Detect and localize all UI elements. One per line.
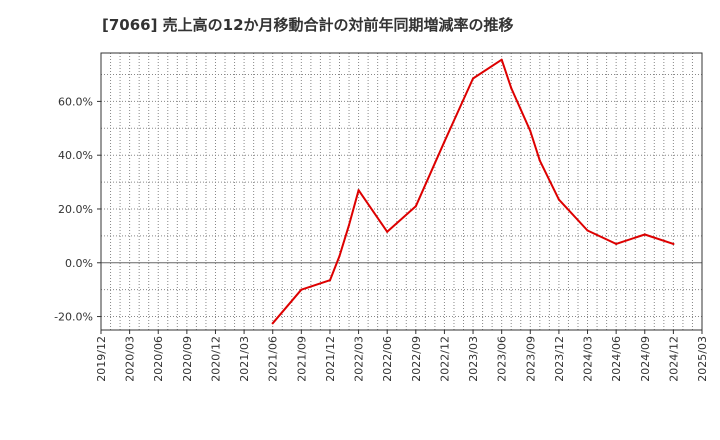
x-tick-label: 2020/09 xyxy=(181,336,194,382)
data-point xyxy=(472,77,475,80)
data-point xyxy=(386,230,389,233)
x-axis-ticks xyxy=(100,330,703,334)
data-point xyxy=(500,58,503,61)
x-tick-label: 2022/06 xyxy=(381,336,394,382)
x-tick-label: 2022/12 xyxy=(438,336,451,382)
x-tick-label: 2020/03 xyxy=(124,336,137,382)
x-tick-label: 2023/12 xyxy=(553,336,566,382)
x-tick-label: 2023/03 xyxy=(467,336,480,382)
data-point xyxy=(615,242,618,245)
x-tick-label: 2020/06 xyxy=(152,336,165,382)
x-tick-label: 2021/12 xyxy=(324,336,337,382)
data-point xyxy=(557,198,560,201)
x-tick-label: 2025/03 xyxy=(696,336,709,382)
y-tick-label: -20.0% xyxy=(54,311,93,324)
y-tick-label: 20.0% xyxy=(58,203,93,216)
x-tick-label: 2024/12 xyxy=(667,336,680,382)
data-point xyxy=(414,205,417,208)
data-point xyxy=(672,242,675,245)
data-point xyxy=(443,140,446,143)
data-point xyxy=(529,129,532,132)
y-axis-ticks xyxy=(97,100,101,318)
x-tick-label: 2024/03 xyxy=(582,336,595,382)
data-point xyxy=(328,279,331,282)
chart-title: [7066] 売上高の12か月移動合計の対前年同期増減率の推移 xyxy=(102,16,514,34)
x-tick-label: 2023/09 xyxy=(524,336,537,382)
y-tick-label: 60.0% xyxy=(58,95,93,108)
plot-frame xyxy=(100,52,703,331)
x-gridlines xyxy=(110,53,693,330)
data-point xyxy=(271,322,274,325)
data-point xyxy=(338,255,341,258)
x-tick-label: 2020/12 xyxy=(209,336,222,382)
data-point xyxy=(357,189,360,192)
y-axis-labels: -20.0% 0.0% 20.0% 40.0% 60.0% xyxy=(54,95,93,323)
x-axis-labels: 2019/12 2020/03 2020/06 2020/09 2020/12 2021/… xyxy=(95,336,709,382)
x-tick-label: 2022/09 xyxy=(410,336,423,382)
series-layer xyxy=(271,58,675,325)
x-tick-label: 2021/09 xyxy=(295,336,308,382)
data-point xyxy=(643,233,646,236)
data-point xyxy=(300,288,303,291)
x-tick-label: 2023/06 xyxy=(496,336,509,382)
x-tick-label: 2021/03 xyxy=(238,336,251,382)
x-tick-label: 2024/09 xyxy=(639,336,652,382)
x-tick-label: 2019/12 xyxy=(95,336,108,382)
data-point xyxy=(510,86,513,89)
x-tick-label: 2022/03 xyxy=(353,336,366,382)
plot-area xyxy=(101,53,702,330)
y-tick-label: 40.0% xyxy=(58,149,93,162)
y-gridlines xyxy=(101,74,702,318)
data-point xyxy=(538,159,541,162)
y-tick-label: 0.0% xyxy=(65,257,93,270)
x-tick-label: 2021/06 xyxy=(267,336,280,382)
x-tick-label: 2024/06 xyxy=(610,336,623,382)
data-point xyxy=(348,224,351,227)
data-point xyxy=(586,229,589,232)
